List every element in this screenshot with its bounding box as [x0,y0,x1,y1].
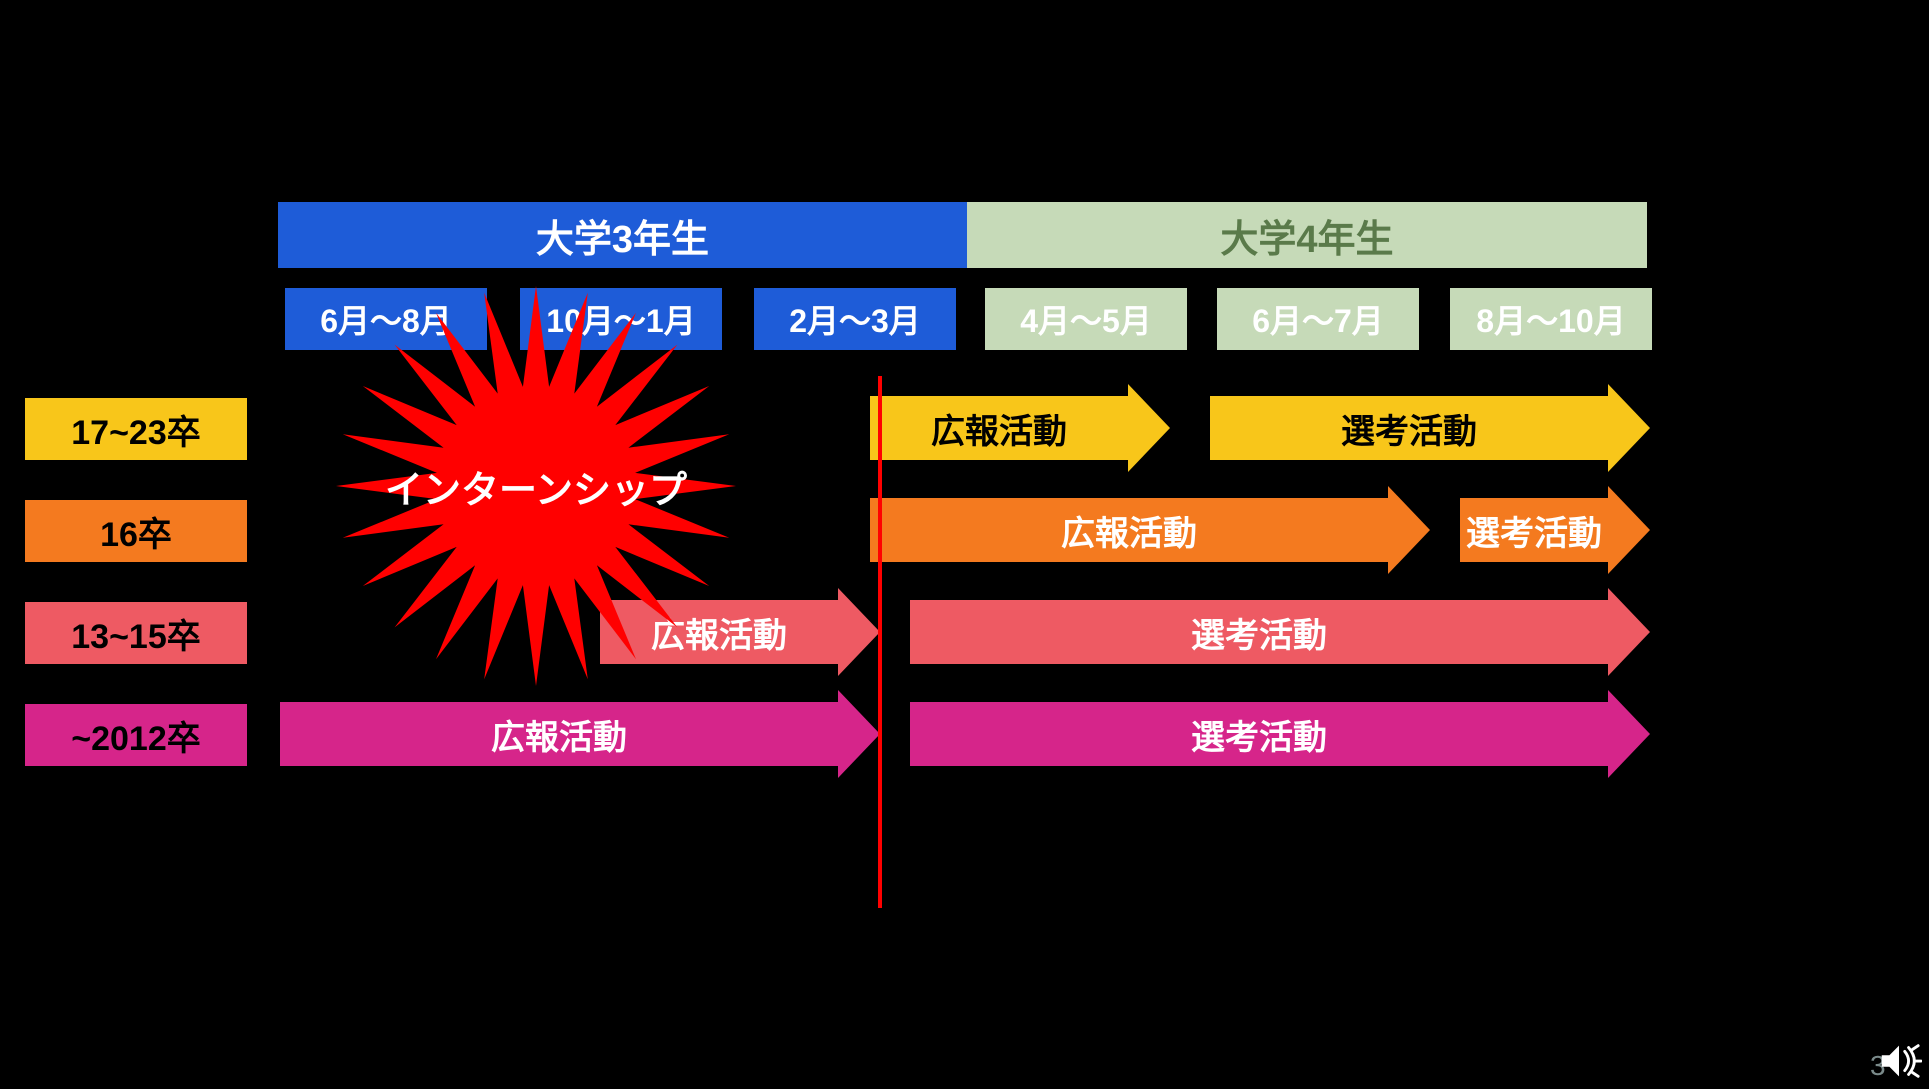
starburst: インターンシップ [336,286,736,686]
row-label: ~2012卒 [25,704,247,766]
arrow-body: 選考活動 [910,600,1608,664]
row-label: 16卒 [25,500,247,562]
timeline-arrow: 選考活動 [1210,396,1650,460]
month-cell: 2月〜3月 [754,288,956,350]
starburst-label: インターンシップ [336,286,736,686]
row-label: 17~23卒 [25,398,247,460]
header-year4-label: 大学4年生 [1220,208,1393,263]
arrow-head [1608,588,1650,676]
arrow-body: 選考活動 [1210,396,1608,460]
arrow-body: 選考活動 [1460,498,1608,562]
header-year4: 大学4年生 [967,202,1647,268]
header-year3: 大学3年生 [278,202,967,268]
timeline-arrow: 選考活動 [1460,498,1650,562]
arrow-head [838,588,880,676]
header-year3-label: 大学3年生 [536,208,709,263]
arrow-body: 選考活動 [910,702,1608,766]
arrow-head [1608,384,1650,472]
arrow-head [1128,384,1170,472]
timeline-arrow: 広報活動 [870,396,1170,460]
timeline-arrow: 広報活動 [280,702,880,766]
row-label: 13~15卒 [25,602,247,664]
arrow-body: 広報活動 [280,702,838,766]
timeline-arrow: 選考活動 [910,600,1650,664]
month-cell: 6月〜7月 [1217,288,1419,350]
arrow-body: 広報活動 [870,396,1128,460]
month-cell: 8月〜10月 [1450,288,1652,350]
speaker-icon [1876,1038,1922,1084]
arrow-head [838,690,880,778]
month-cell: 4月〜5月 [985,288,1187,350]
arrow-head [1608,690,1650,778]
timeline-arrow: 広報活動 [870,498,1430,562]
arrow-head [1608,486,1650,574]
arrow-head [1388,486,1430,574]
timeline-arrow: 選考活動 [910,702,1650,766]
divider-line [878,376,882,908]
arrow-body: 広報活動 [870,498,1388,562]
